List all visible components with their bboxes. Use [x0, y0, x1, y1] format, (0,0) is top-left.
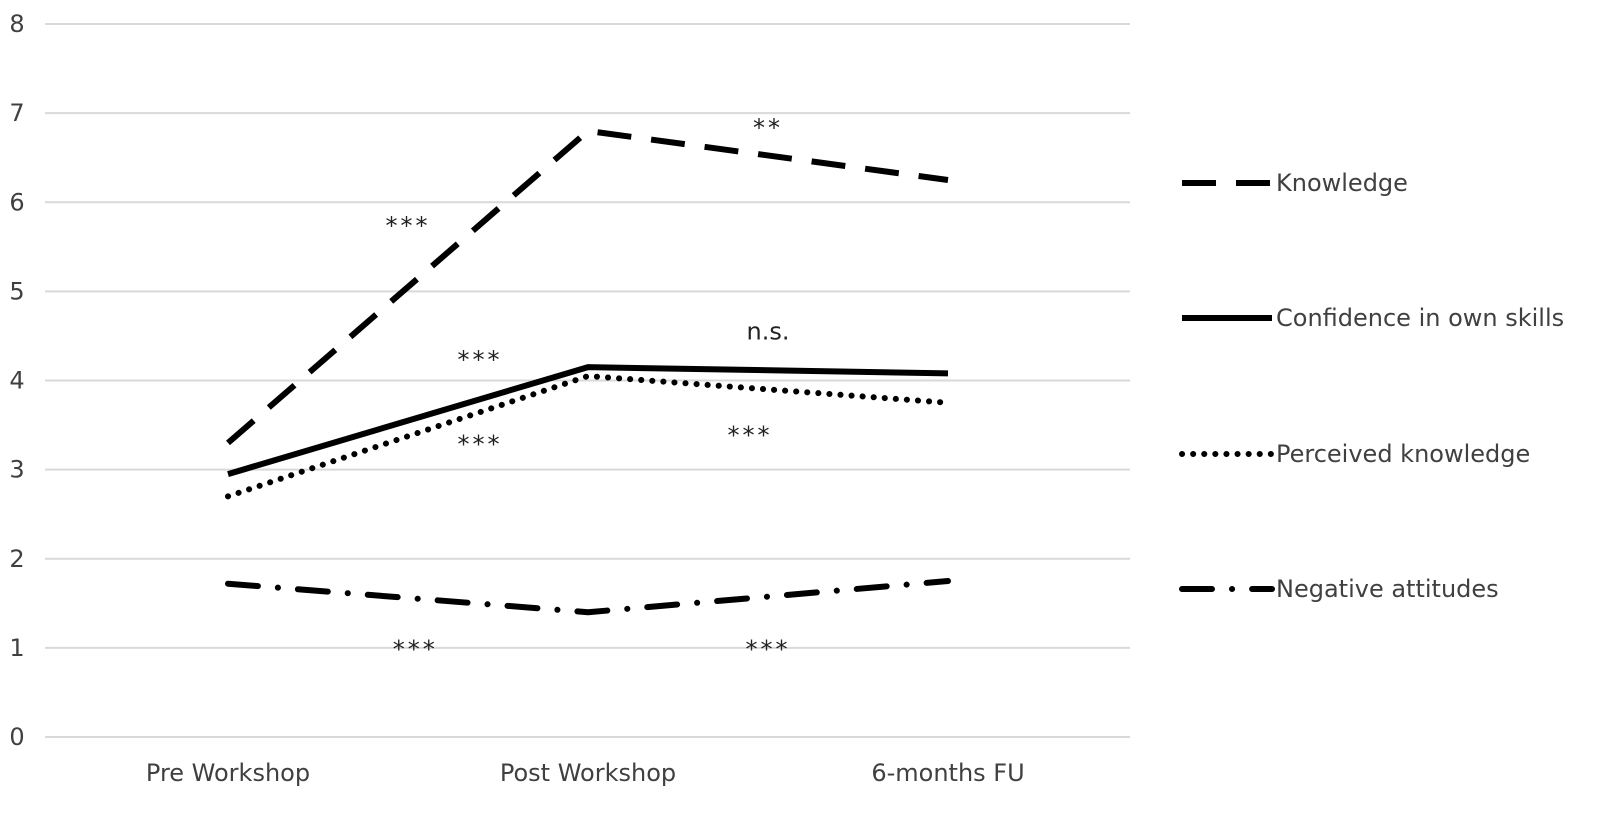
y-tick-label: 5	[9, 277, 24, 305]
significance-annotation: n.s.	[747, 317, 790, 345]
significance-annotation: ***	[746, 635, 791, 663]
significance-annotation: ***	[458, 346, 503, 374]
significance-annotation: ***	[393, 635, 438, 663]
significance-annotation: ***	[386, 212, 431, 240]
significance-annotation: **	[753, 114, 783, 142]
y-tick-label: 0	[9, 723, 24, 751]
legend: Knowledge Confidence in own skills Perceiv…	[1179, 169, 1564, 603]
y-tick-label: 1	[9, 634, 24, 662]
legend-label: Knowledge	[1276, 169, 1408, 197]
y-axis-ticks: 0 1 2 3 4 5 6 7 8	[9, 10, 24, 751]
x-category-label: Post Workshop	[500, 759, 676, 787]
x-category-label: Pre Workshop	[146, 759, 310, 787]
series-lines	[225, 127, 951, 616]
significance-annotation: ***	[458, 430, 503, 458]
legend-label: Perceived knowledge	[1276, 440, 1530, 468]
series-line-confidence-in-own-skills	[227, 364, 949, 477]
x-axis-categories: Pre Workshop Post Workshop 6-months FU	[146, 759, 1025, 787]
y-tick-label: 4	[9, 367, 24, 395]
y-tick-label: 7	[9, 99, 24, 127]
significance-annotation: ***	[728, 422, 773, 450]
y-tick-label: 2	[9, 545, 24, 573]
legend-label: Negative attitudes	[1276, 575, 1499, 603]
y-tick-label: 3	[9, 456, 24, 484]
series-line-negative-attitudes	[225, 578, 951, 616]
y-tick-label: 8	[9, 10, 24, 38]
y-tick-label: 6	[9, 188, 24, 216]
x-category-label: 6-months FU	[871, 759, 1024, 787]
series-line-perceived-knowledge	[225, 373, 951, 500]
gridlines	[45, 23, 1130, 738]
series-line-knowledge	[226, 127, 949, 446]
significance-annotations: ********n.s.*** ****** ***	[386, 114, 791, 663]
legend-label: Confidence in own skills	[1276, 304, 1564, 332]
